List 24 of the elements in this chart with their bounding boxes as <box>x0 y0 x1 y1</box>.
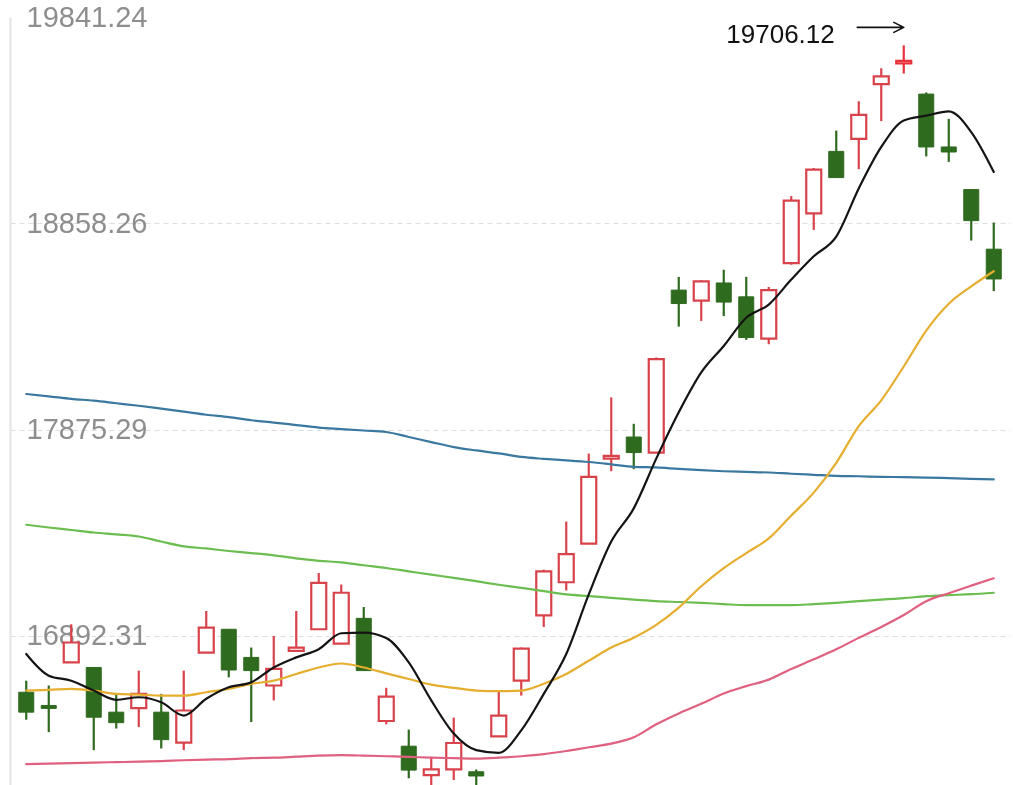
candlestick <box>940 117 957 163</box>
y-tick-label: 17875.29 <box>26 413 148 446</box>
line-series <box>25 392 995 481</box>
candlestick <box>692 279 710 323</box>
line-series <box>25 577 995 766</box>
candlestick <box>602 396 620 473</box>
candlestick <box>287 609 305 652</box>
candlestick <box>108 692 125 730</box>
y-tick-label: 19841.24 <box>26 0 148 33</box>
candlestick <box>715 268 732 318</box>
candlestick <box>40 684 57 734</box>
candlestick <box>895 44 913 75</box>
candlestick <box>243 646 260 724</box>
candlestick <box>625 422 642 471</box>
y-tick-label: 18858.26 <box>26 206 148 239</box>
candlestick <box>490 689 508 738</box>
line-series <box>25 523 995 607</box>
candlestick <box>850 100 868 171</box>
annotation: 19706.12 <box>726 19 835 50</box>
candlestick <box>670 275 687 328</box>
candlestick <box>18 679 35 721</box>
line-series <box>25 110 995 754</box>
candlestick <box>872 67 890 123</box>
candlestick <box>400 728 417 780</box>
